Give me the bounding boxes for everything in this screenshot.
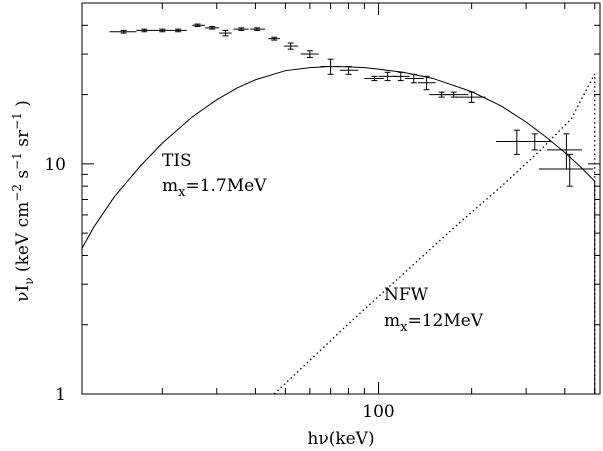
data-point bbox=[268, 36, 280, 41]
y-axis-label: νIν (keV cm−2 s−1 sr−1 ) bbox=[10, 100, 36, 302]
data-point bbox=[219, 29, 232, 37]
series-nfw_model-line bbox=[273, 73, 596, 395]
data-point bbox=[205, 26, 220, 30]
y-tick-label: 10 bbox=[44, 155, 66, 175]
data-point bbox=[519, 133, 551, 151]
data-point bbox=[496, 129, 535, 155]
x-tick-label: 100 bbox=[362, 402, 394, 422]
axis-ticks bbox=[82, 2, 600, 395]
data-point bbox=[136, 28, 156, 33]
data-point bbox=[364, 75, 384, 82]
data-point bbox=[172, 28, 187, 33]
data-point bbox=[233, 27, 249, 31]
data-point bbox=[284, 42, 299, 50]
data-point bbox=[439, 91, 469, 98]
data-point bbox=[192, 23, 206, 28]
plot-frame bbox=[81, 2, 601, 395]
annotation-tis-mass: mx=1.7MeV bbox=[162, 176, 267, 200]
axis-tick-labels: 100 1 10 bbox=[44, 155, 394, 422]
series-layer bbox=[81, 23, 596, 395]
data-point bbox=[300, 50, 319, 58]
annotation-nfw-title: NFW bbox=[384, 285, 429, 305]
annotation-tis-title: TIS bbox=[162, 151, 192, 171]
data-point bbox=[250, 27, 266, 31]
series-observations bbox=[109, 23, 594, 187]
series-tis_model-line bbox=[81, 65, 596, 394]
annotation-nfw: NFW mx=12MeV bbox=[384, 285, 484, 335]
data-point bbox=[538, 153, 594, 187]
annotation-nfw-mass: mx=12MeV bbox=[384, 311, 484, 335]
data-point bbox=[155, 28, 173, 33]
y-tick-label: 1 bbox=[55, 385, 66, 405]
data-point bbox=[109, 29, 137, 34]
x-axis-label: hν(keV) bbox=[307, 429, 374, 449]
annotation-tis: TIS mx=1.7MeV bbox=[162, 151, 267, 200]
data-point bbox=[455, 91, 486, 103]
